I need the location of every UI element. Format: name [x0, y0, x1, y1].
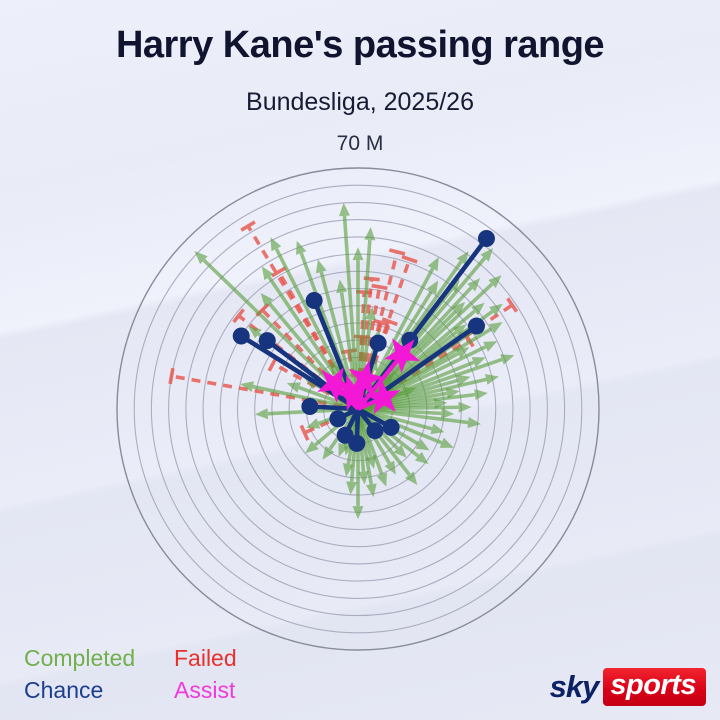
legend-completed: Completed [24, 645, 136, 671]
legend: Completed Failed Chance Assist [24, 644, 237, 704]
sky-logo-text: sky [549, 669, 600, 704]
page-title: Harry Kane's passing range [115, 24, 605, 66]
legend-chance: Chance [24, 677, 104, 703]
page-subtitle: Bundesliga, 2025/26 [246, 88, 474, 116]
legend-failed: Failed [174, 645, 237, 671]
max-radius-label: 70 M [336, 132, 384, 155]
sports-logo-text: sports [610, 669, 696, 701]
legend-assist: Assist [174, 677, 236, 703]
sky-sports-logo: sky sports [550, 668, 706, 706]
sports-logo-box: sports [603, 668, 706, 706]
